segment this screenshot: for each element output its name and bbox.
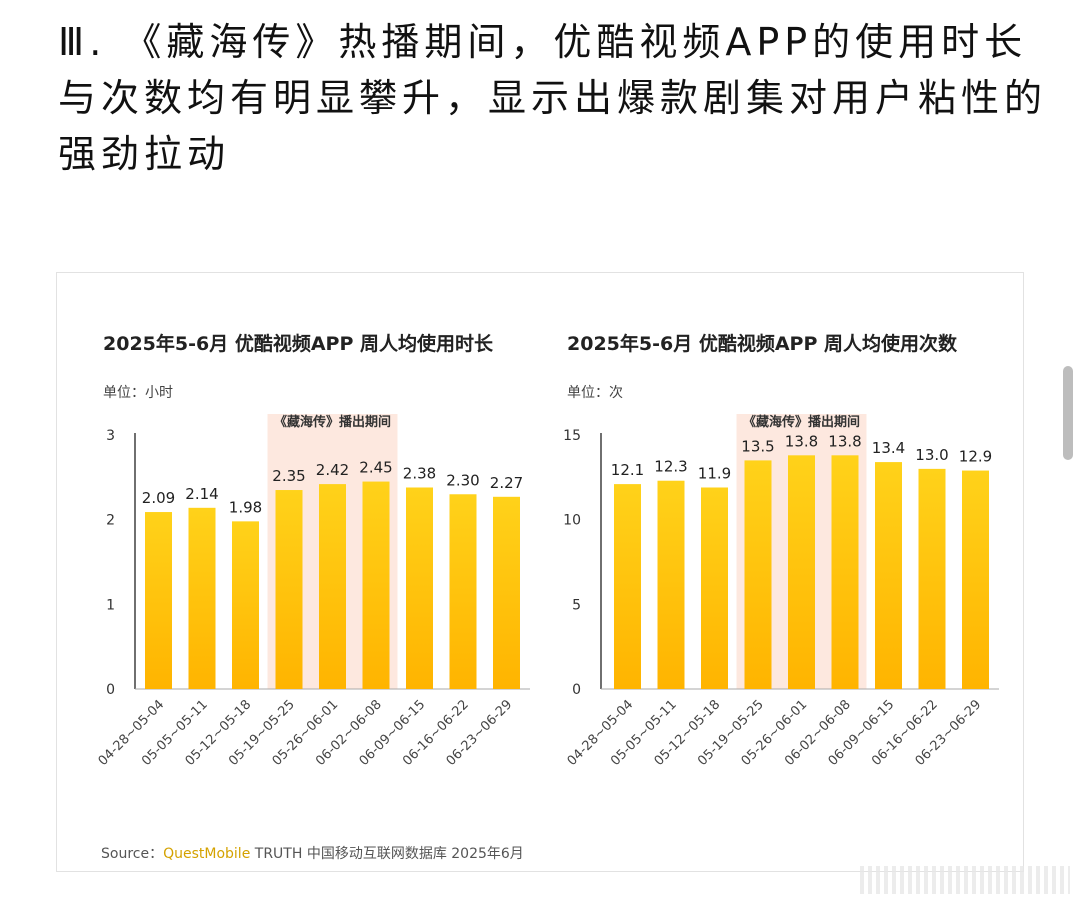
bar-value-label: 11.9: [698, 464, 731, 482]
bar: [744, 460, 772, 689]
bar: [232, 521, 259, 689]
unit-label: 单位：小时: [103, 385, 173, 401]
bar-value-label: 2.45: [359, 459, 392, 477]
chart-title: 2025年5-6月 优酷视频APP 周人均使用时长: [103, 332, 494, 355]
bar-value-label: 13.0: [915, 446, 948, 464]
bar-value-label: 2.35: [272, 467, 305, 485]
chart-title: 2025年5-6月 优酷视频APP 周人均使用次数: [567, 332, 958, 355]
bar-value-label: 13.5: [741, 437, 774, 455]
bar-value-label: 2.30: [446, 471, 479, 489]
scrollbar-thumb[interactable]: [1063, 366, 1073, 460]
y-tick-label: 5: [572, 597, 581, 613]
page-heading: Ⅲ. 《藏海传》热播期间，优酷视频APP的使用时长与次数均有明显攀升，显示出爆款…: [58, 20, 1048, 176]
bar-value-label: 2.27: [490, 474, 523, 492]
y-tick-label: 3: [106, 428, 115, 444]
bar: [962, 470, 989, 689]
bar: [657, 480, 685, 689]
bar-value-label: 2.14: [185, 485, 218, 503]
bar: [875, 462, 902, 689]
bar: [449, 494, 477, 689]
source-brand: QuestMobile: [163, 846, 251, 862]
source-suffix: TRUTH 中国移动互联网数据库 2025年6月: [250, 846, 524, 862]
bar-value-label: 13.8: [785, 432, 818, 450]
y-tick-label: 10: [563, 513, 581, 529]
source-line: Source：QuestMobile TRUTH 中国移动互联网数据库 2025…: [101, 843, 524, 863]
bar: [701, 487, 728, 689]
bar-value-label: 12.3: [654, 458, 687, 476]
bar-value-label: 2.42: [316, 461, 349, 479]
source-prefix: Source：: [101, 846, 164, 862]
bar-value-label: 12.1: [611, 461, 644, 479]
bar-value-label: 13.8: [828, 432, 861, 450]
bar: [275, 490, 303, 689]
bar: [918, 468, 946, 689]
unit-label: 单位：次: [567, 385, 623, 401]
bar: [362, 481, 390, 689]
y-tick-label: 0: [106, 682, 115, 698]
bar-value-label: 12.9: [959, 448, 992, 466]
bar-value-label: 2.38: [403, 464, 436, 482]
bar: [788, 455, 815, 689]
bar: [831, 455, 859, 689]
bar-value-label: 1.98: [229, 498, 262, 516]
bar: [188, 507, 216, 689]
y-tick-label: 0: [572, 682, 581, 698]
watermark: [860, 866, 1070, 894]
y-tick-label: 2: [106, 513, 115, 529]
airing-period-label: 《藏海传》播出期间: [743, 414, 860, 430]
bar: [493, 496, 520, 689]
y-tick-label: 15: [563, 428, 581, 444]
airing-period-label: 《藏海传》播出期间: [274, 414, 391, 430]
bar: [319, 484, 346, 689]
bar: [614, 484, 641, 689]
bar-value-label: 13.4: [872, 439, 905, 457]
bar-value-label: 2.09: [142, 489, 175, 507]
bar: [145, 512, 172, 689]
y-tick-label: 1: [106, 597, 115, 613]
bar: [406, 487, 433, 689]
chart-card: 《藏海传》播出期间 2025年5-6月 优酷视频APP 周人均使用时长单位：小时 0…: [56, 272, 1024, 872]
